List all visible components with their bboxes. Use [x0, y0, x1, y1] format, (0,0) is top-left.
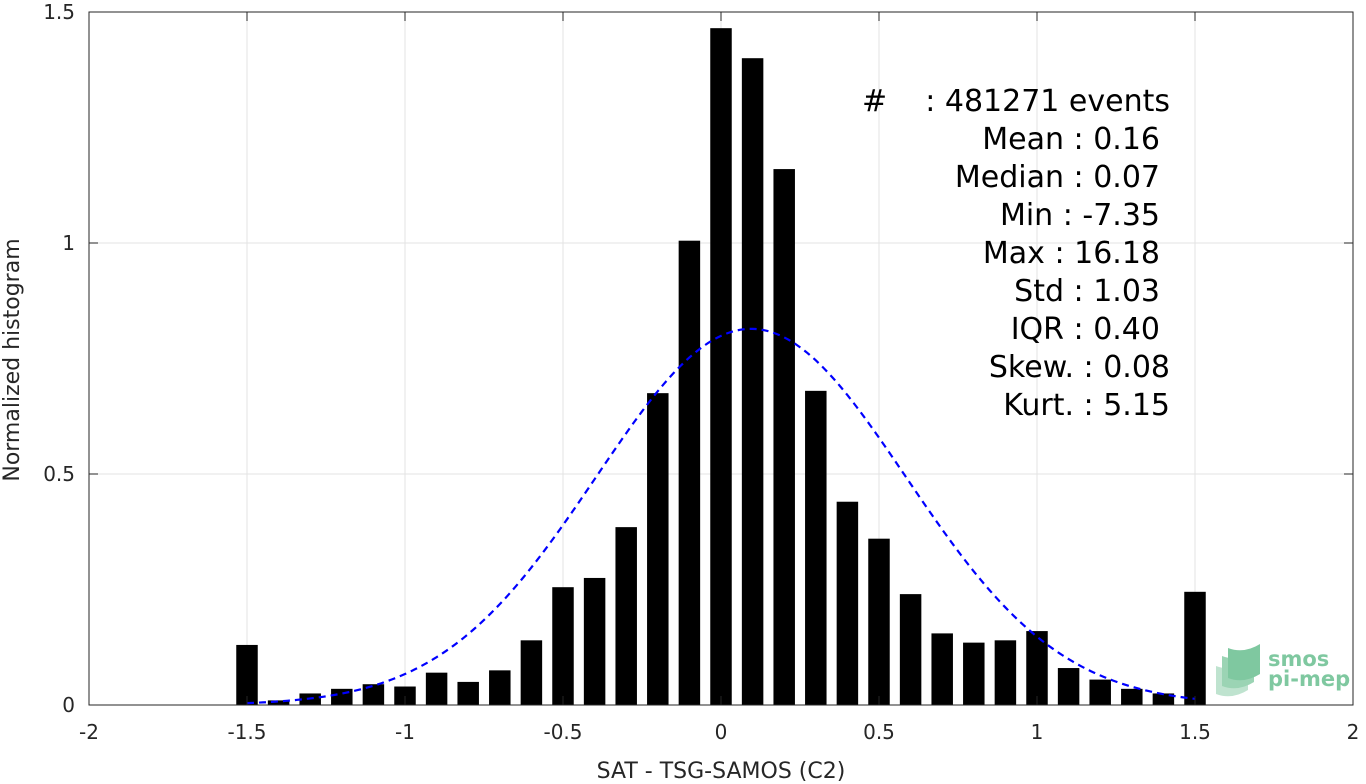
histogram-bar [1026, 631, 1048, 705]
x-tick-label: -2 [79, 720, 99, 744]
histogram-bar [773, 169, 795, 705]
histogram-bar [267, 700, 290, 705]
logo-waves-icon [1216, 644, 1260, 697]
histogram-bar [1184, 591, 1206, 705]
histogram-bar [1121, 688, 1143, 705]
tick-labels: -2 -1.5 -1 -0.5 0 0.5 1 1.5 2 0 0.5 1 1.5 [43, 0, 1359, 744]
y-tick-label: 1 [62, 231, 75, 255]
y-tick-label: 0 [62, 693, 75, 717]
histogram-bar [489, 670, 511, 705]
stat-label: # [862, 84, 887, 119]
stat-line: IQR : 0.40 [1011, 312, 1160, 347]
stat-line: Median : 0.07 [955, 160, 1160, 195]
histogram-bar [615, 527, 637, 705]
x-tick-label: -1.5 [227, 720, 266, 744]
stat-line: Min : -7.35 [1000, 198, 1160, 233]
histogram-bar [647, 393, 669, 705]
x-tick-label: 0.5 [863, 720, 895, 744]
x-tick-label: 0 [715, 720, 728, 744]
histogram-bar [425, 672, 448, 705]
histogram-bars [236, 28, 1206, 706]
stat-line: Max : 16.18 [983, 236, 1160, 271]
stat-value: : 481271 events [925, 84, 1170, 119]
stat-line: Std : 1.03 [1014, 274, 1160, 309]
smos-pi-mep-logo: smos pi-mep [1216, 644, 1350, 697]
histogram-bar [1089, 679, 1111, 705]
stat-line: Kurt. : 5.15 [1003, 388, 1170, 423]
histogram-bar [1057, 668, 1080, 705]
gaussian-fit-layer [246, 327, 1196, 705]
y-tick-label: 1.5 [43, 0, 75, 24]
x-tick-label: 1 [1031, 720, 1044, 744]
stat-line: Mean : 0.16 [982, 122, 1160, 157]
histogram-bar [741, 58, 764, 705]
histogram-bar [394, 686, 416, 705]
x-tick-label: 2 [1347, 720, 1360, 744]
histogram-bar [963, 642, 985, 705]
y-tick-label: 0.5 [43, 462, 75, 486]
stat-line: Skew. : 0.08 [989, 350, 1170, 385]
histogram-bar [331, 688, 353, 705]
histogram-bar [520, 640, 543, 705]
histogram-bar [552, 587, 574, 705]
y-axis-title: Normalized histogram [0, 238, 25, 481]
histogram-bar [457, 681, 479, 705]
x-tick-label: -1 [395, 720, 415, 744]
histogram-bar [931, 633, 953, 705]
histogram-bar [805, 390, 827, 705]
histogram-bar [362, 684, 385, 705]
histogram-bar [678, 240, 701, 705]
logo-text-pi-mep: pi-mep [1268, 667, 1350, 691]
histogram-bar [583, 577, 606, 705]
logo-text-smos: smos [1268, 647, 1329, 671]
histogram-bar [994, 640, 1017, 705]
histogram-bar [899, 594, 922, 705]
histogram-bar [710, 28, 732, 706]
gaussian-fit-curve [246, 327, 1196, 705]
histogram-bar [836, 501, 859, 705]
histogram-bar [1152, 693, 1175, 705]
histogram-bar [868, 538, 890, 705]
x-tick-label: -0.5 [543, 720, 582, 744]
x-axis-title: SAT - TSG-SAMOS (C2) [597, 759, 846, 784]
x-tick-label: 1.5 [1179, 720, 1211, 744]
histogram-bar [236, 644, 258, 705]
axes [88, 11, 1354, 706]
